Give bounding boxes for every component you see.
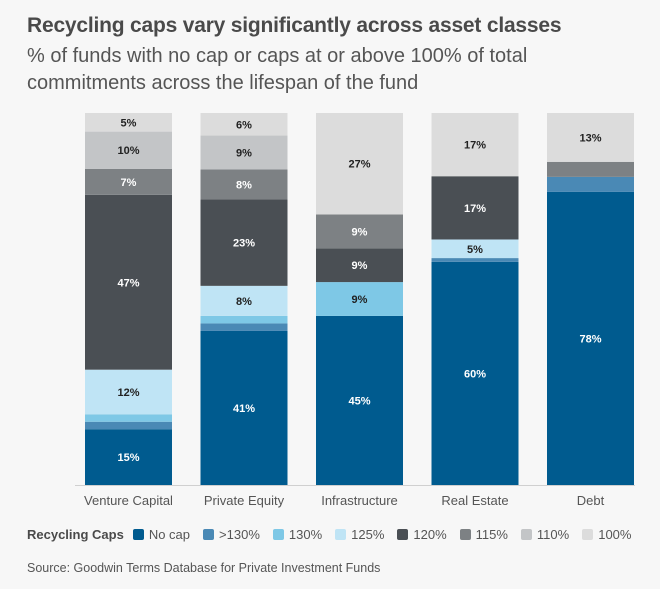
bar-segment-private-equity-125 [200, 285, 288, 316]
legend-label: >130% [219, 527, 260, 542]
data-label-venture-capital-115: 7% [121, 177, 137, 189]
x-tick-label-venture-capital: Venture Capital [84, 493, 173, 508]
bar-segment-venture-capital-100 [85, 113, 172, 132]
bar-segment-infrastructure-130 [316, 282, 403, 316]
x-tick-label-debt: Debt [577, 493, 605, 508]
bar-segment-private-equity-no-cap [200, 330, 288, 485]
legend-item-no-cap: No cap [132, 527, 191, 542]
bar-segment-private-equity-120 [200, 199, 288, 286]
data-label-venture-capital-125: 12% [117, 387, 139, 399]
bar-segment-venture-capital-no-cap [85, 429, 172, 485]
legend-swatch [272, 529, 284, 540]
bar-segment-debt-gt130 [547, 176, 634, 192]
bar-segment-infrastructure-115 [316, 214, 403, 249]
bar-segment-venture-capital-130 [85, 414, 172, 422]
bar-segment-venture-capital-120 [85, 194, 172, 370]
legend-label: 125% [351, 527, 385, 542]
legend-item-115: 115% [459, 527, 508, 542]
bar-segment-real-estate-100 [431, 113, 519, 177]
legend-swatch [132, 529, 144, 540]
data-label-private-equity-100: 6% [236, 119, 252, 131]
bar-segment-private-equity-130 [200, 315, 288, 324]
bar-segment-debt-115 [547, 161, 634, 177]
data-label-private-equity-no-cap: 41% [233, 403, 255, 415]
chart-subtitle: % of funds with no cap or caps at or abo… [27, 45, 528, 94]
x-tick-label-infrastructure: Infrastructure [321, 493, 398, 508]
legend-label: No cap [148, 527, 191, 542]
legend-label: 130% [288, 527, 323, 542]
bar-segment-real-estate-120 [431, 176, 519, 240]
data-label-infrastructure-120: 9% [352, 260, 368, 272]
data-label-infrastructure-no-cap: 45% [348, 395, 370, 407]
x-tick-label-real-estate: Real Estate [441, 493, 508, 508]
bar-segment-private-equity-gt130 [200, 323, 288, 331]
bar-segment-debt-100 [547, 113, 634, 162]
legend-swatch [397, 529, 409, 540]
data-label-venture-capital-no-cap: 15% [117, 452, 139, 464]
data-label-infrastructure-130: 9% [352, 294, 368, 306]
legend-swatch [203, 529, 215, 540]
data-label-real-estate-no-cap: 60% [464, 368, 486, 380]
data-label-infrastructure-115: 9% [352, 226, 368, 238]
legend-item-120: 120% [397, 527, 447, 542]
data-label-private-equity-115: 8% [236, 179, 252, 191]
data-label-venture-capital-100: 5% [121, 117, 137, 129]
legend-title: Recycling Caps [27, 527, 124, 542]
legend-label: 115% [475, 527, 508, 542]
legend: Recycling Caps No cap >130% 130% 125% 120% 11… [27, 527, 644, 542]
bar-segment-venture-capital-115 [85, 168, 172, 195]
bar-segment-infrastructure-120 [316, 248, 403, 283]
data-label-venture-capital-110: 10% [117, 145, 139, 157]
data-label-venture-capital-120: 47% [117, 277, 139, 289]
stacked-bar-chart: 15% 12% 47% 7% 10% 5% Venture Capital 41% 8% 23% 8… [75, 113, 635, 508]
data-label-real-estate-100: 17% [464, 140, 486, 152]
bar-segment-real-estate-125 [431, 239, 519, 259]
bar-segment-real-estate-no-cap [431, 261, 519, 485]
legend-item-110: 110% [520, 527, 570, 542]
legend-items: No cap >130% 130% 125% 120% 115% 110% 100% [132, 527, 645, 542]
legend-item-100: 100% [582, 527, 631, 542]
data-label-debt-no-cap: 78% [579, 333, 601, 345]
legend-label: 100% [598, 527, 632, 542]
data-label-real-estate-120: 17% [464, 203, 486, 215]
data-label-private-equity-110: 9% [236, 147, 252, 159]
legend-swatch [459, 529, 471, 540]
bar-segment-infrastructure-no-cap [316, 315, 403, 485]
data-label-real-estate-125: 5% [467, 244, 483, 256]
legend-label: 120% [413, 527, 447, 542]
bar-segment-private-equity-115 [200, 169, 288, 200]
bar-segment-debt-no-cap [547, 191, 634, 485]
legend-label: 110% [536, 527, 570, 542]
chart-title: Recycling caps vary significantly across… [27, 14, 562, 37]
data-label-infrastructure-100: 27% [348, 159, 370, 171]
legend-swatch [335, 529, 347, 540]
data-label-private-equity-120: 23% [233, 238, 255, 250]
data-label-debt-100: 13% [579, 132, 601, 144]
legend-swatch [582, 529, 594, 540]
legend-item-125: 125% [335, 527, 384, 542]
data-label-private-equity-125: 8% [236, 296, 252, 308]
bar-segment-venture-capital-125 [85, 369, 172, 415]
source-note: Source: Goodwin Terms Database for Priva… [27, 561, 381, 575]
legend-item-130: 130% [272, 527, 323, 542]
bar-segment-real-estate-gt130 [431, 258, 519, 262]
legend-swatch [520, 529, 532, 540]
bar-segment-private-equity-110 [200, 135, 288, 170]
legend-item-gt130: >130% [203, 527, 260, 542]
bar-segment-private-equity-100 [200, 113, 288, 136]
bar-segment-infrastructure-100 [316, 113, 403, 215]
bar-segment-venture-capital-gt130 [85, 421, 172, 430]
bar-segment-venture-capital-110 [85, 131, 172, 169]
x-tick-label-private-equity: Private Equity [204, 493, 285, 508]
